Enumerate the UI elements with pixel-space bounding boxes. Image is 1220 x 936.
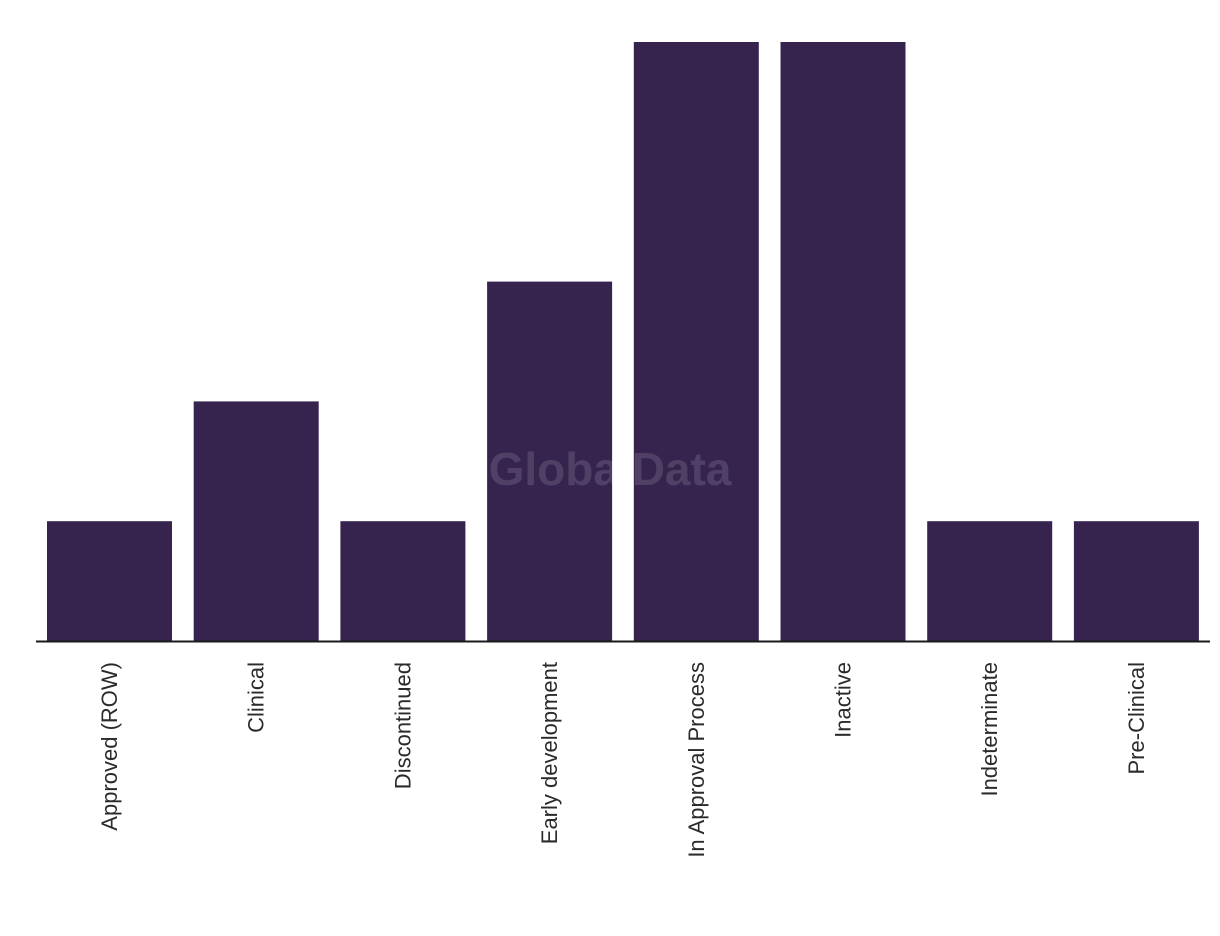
bar [487,281,613,641]
bar [193,401,319,641]
watermark: GlobalData [489,443,732,495]
x-tick-label: Approved (ROW) [97,662,122,831]
bar [1073,521,1199,641]
x-tick-label: Pre-Clinical [1124,662,1149,774]
bar [340,521,466,641]
bar [927,521,1053,641]
x-tick-label: Indeterminate [977,662,1002,797]
x-tick-label: Inactive [831,662,856,738]
x-tick-labels: Approved (ROW) Clinical Discontinued Early … [97,662,1149,858]
bars-group [47,42,1199,641]
x-tick-label: Discontinued [390,662,415,789]
x-tick-label: In Approval Process [684,662,709,858]
bar [780,42,906,641]
x-tick-label: Early development [537,662,562,844]
bar [633,42,759,641]
x-tick-label: Clinical [244,662,269,733]
bar [47,521,172,641]
